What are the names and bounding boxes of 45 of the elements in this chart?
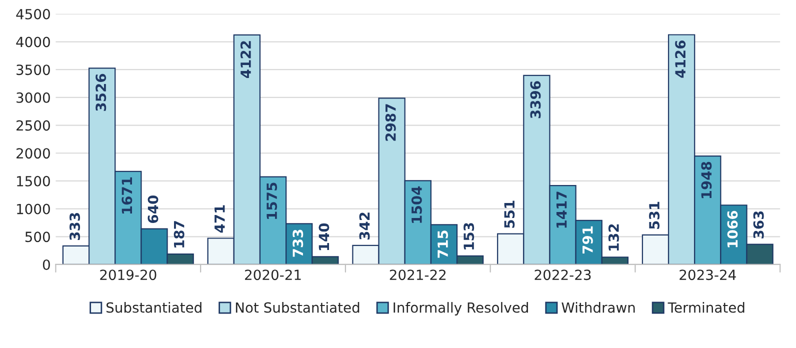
y-tick-label: 1500 — [17, 176, 50, 186]
data-label: 551 — [504, 200, 515, 228]
data-label: 791 — [582, 226, 593, 254]
data-label: 140 — [318, 223, 330, 250]
x-tick-label: 2021-22 — [390, 270, 446, 280]
y-tick-label: 4500 — [16, 8, 50, 20]
y-tick-label: 3500 — [16, 64, 50, 76]
data-label: 333 — [70, 213, 80, 240]
data-label: 1671 — [122, 177, 132, 214]
data-label: 1066 — [727, 210, 738, 248]
data-label: 132 — [608, 224, 619, 251]
data-label: 3396 — [530, 81, 541, 118]
data-label: 715 — [438, 230, 448, 258]
y-tick-label: 4000 — [16, 36, 50, 48]
legend-label: Informally Resolved — [394, 302, 528, 316]
data-label: 1575 — [266, 182, 278, 219]
data-label: 531 — [649, 202, 660, 229]
y-tick-label: 1000 — [17, 204, 50, 214]
data-label: 1948 — [701, 162, 712, 198]
y-tick-label: 2000 — [16, 148, 50, 159]
data-label: 153 — [464, 223, 474, 250]
data-label: 363 — [753, 211, 764, 238]
data-label: 640 — [148, 196, 158, 223]
x-tick-label: 2019-20 — [100, 270, 156, 280]
data-label: 3526 — [96, 74, 106, 111]
legend-label: Terminated — [668, 302, 744, 313]
x-tick-label: 2023-24 — [680, 270, 736, 280]
data-label: 4122 — [240, 41, 251, 78]
data-label: 733 — [292, 230, 304, 257]
legend-label: Not Substantiated — [236, 302, 360, 313]
data-label: 1504 — [411, 186, 422, 223]
data-label: 1417 — [556, 192, 567, 228]
y-tick-label: 2500 — [16, 120, 50, 131]
data-label: 342 — [359, 212, 370, 240]
y-tick-label: 3000 — [16, 92, 50, 103]
y-tick-label: 0 — [42, 259, 50, 270]
x-tick-label: 2020-21 — [245, 270, 301, 280]
legend-label: Withdrawn — [562, 302, 635, 313]
y-tick-label: 500 — [25, 232, 50, 242]
data-label: 187 — [174, 221, 184, 248]
data-label: 2987 — [385, 104, 396, 141]
legend-label: Substantiated — [106, 302, 202, 313]
data-label: 4126 — [675, 40, 686, 78]
data-label: 471 — [214, 205, 225, 233]
x-tick-label: 2022-23 — [534, 270, 591, 280]
